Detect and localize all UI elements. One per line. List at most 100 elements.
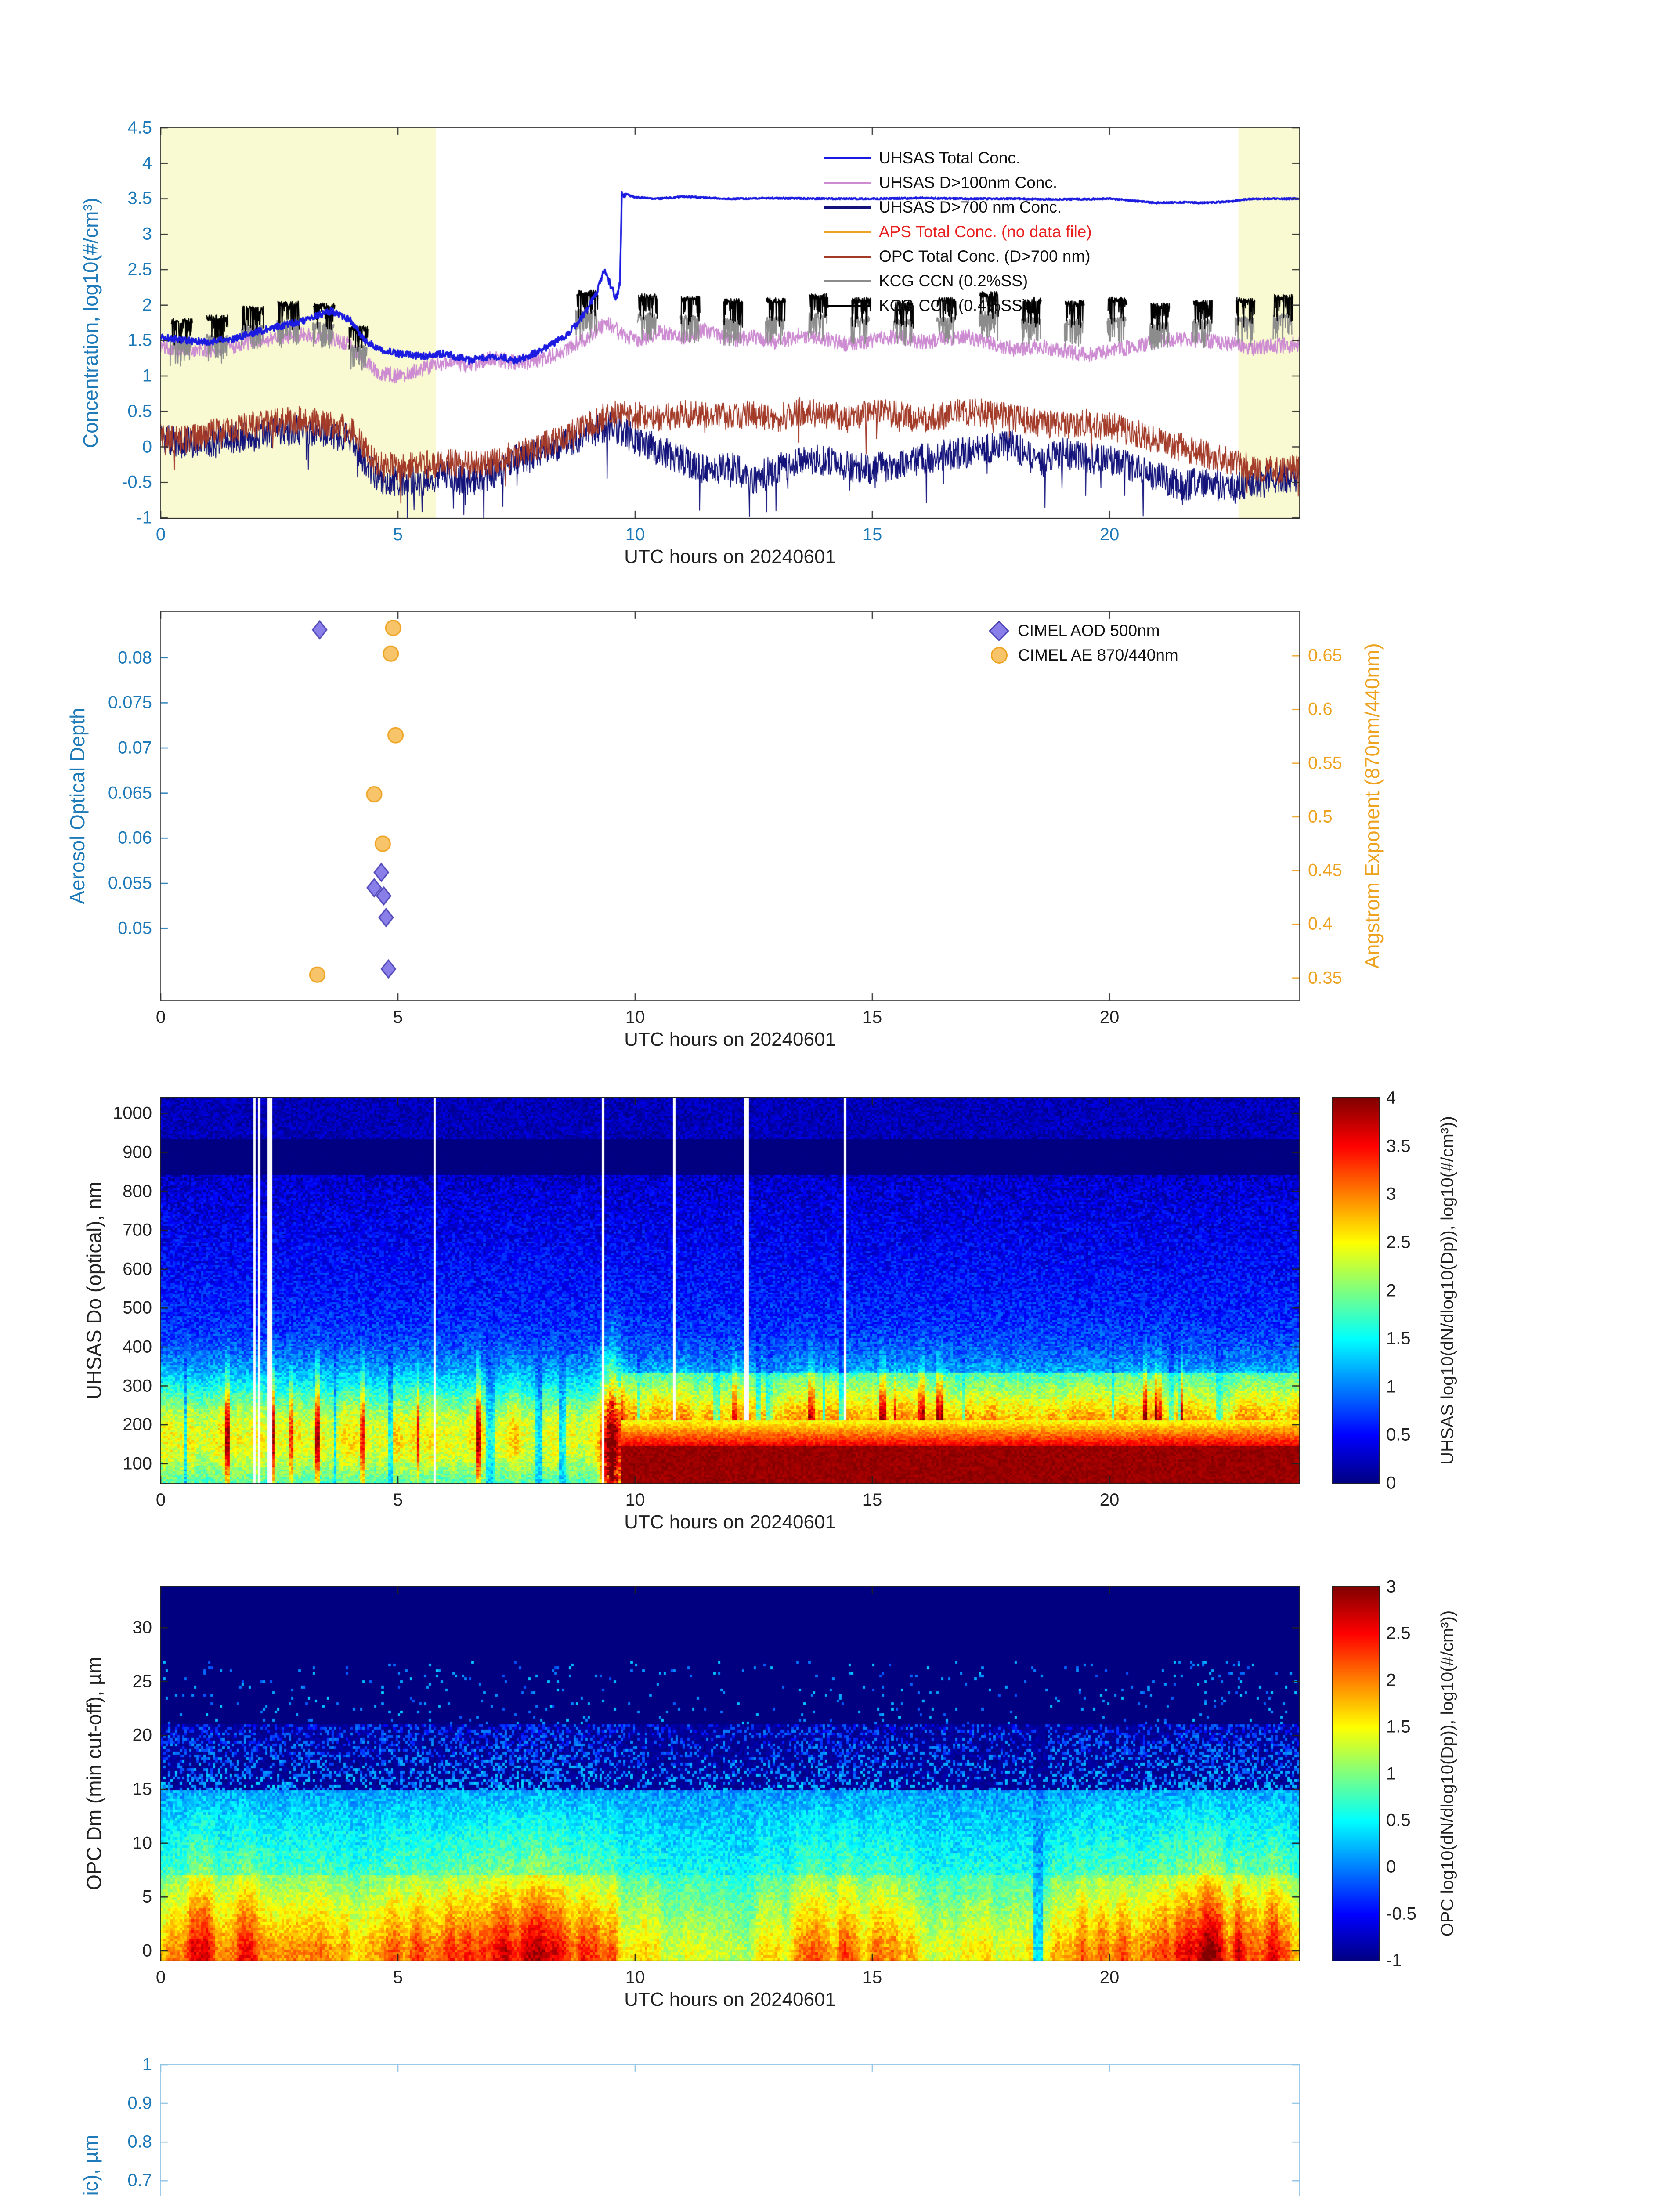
- tick-label: 0.055: [108, 873, 152, 893]
- tick-label: 15: [862, 1008, 882, 1027]
- tick-label: 0.07: [118, 738, 152, 758]
- tick-label: 10: [625, 1490, 645, 1510]
- tick-label: 10: [625, 1008, 645, 1027]
- tick-label: 0: [155, 1490, 166, 1510]
- tick-label: 0.05: [118, 918, 152, 938]
- tick-label: 20: [1099, 1008, 1120, 1027]
- cimel-aod-panel: UTC hours on 20240601 CIMEL AOD 500nm CI…: [108, 611, 1342, 1050]
- tick-label: 0: [1386, 1857, 1396, 1877]
- tick-label: 0.5: [1308, 807, 1333, 827]
- tick-label: 0.5: [127, 401, 152, 421]
- tick-label: 15: [862, 1968, 882, 1987]
- tick-label: 800: [123, 1181, 152, 1201]
- tick-label: 2: [142, 295, 152, 315]
- legend-line-opc: [824, 255, 871, 258]
- tick-label: 3.5: [127, 188, 152, 208]
- opc-colorbar-canvas: [1332, 1586, 1380, 1961]
- tick-label: 600: [123, 1259, 152, 1279]
- tick-label: 1: [142, 2055, 152, 2074]
- uhsas-colorbar-canvas: [1332, 1097, 1380, 1484]
- tick-label: 0.65: [1308, 646, 1342, 665]
- opc-colorbar-label: OPC log10(dN/dlog10(Dp)), log10(#/cm³)): [1438, 1610, 1457, 1937]
- legend: CIMEL AOD 500nm CIMEL AE 870/440nm: [988, 620, 1178, 665]
- tick-label: 0: [155, 525, 166, 544]
- tick-label: 300: [123, 1376, 152, 1396]
- tick-label: 30: [132, 1618, 152, 1637]
- diamond-marker-icon: [989, 620, 1009, 641]
- tick-label: 2: [1386, 1670, 1396, 1690]
- legend-item: OPC Total Conc. (D>700 nm): [824, 246, 1092, 267]
- concentration-y-axis-label: Concentration, log10(#/cm³): [79, 197, 102, 448]
- tick-label: 0.06: [118, 828, 152, 848]
- tick-label: 20: [1099, 525, 1120, 544]
- tick-label: -0.5: [122, 472, 152, 492]
- tick-label: 1: [142, 366, 152, 386]
- angstrom-y-axis-label: Angstrom Exponent (870nm/440nm): [1361, 643, 1384, 969]
- tick-label: 0.6: [1308, 699, 1333, 719]
- tick-label: 3: [1386, 1184, 1396, 1204]
- legend-label: KCG CCN (0.2%SS): [879, 272, 1028, 290]
- legend-line-uhsas-total: [824, 157, 871, 159]
- tick-label: 0.4: [1308, 914, 1333, 934]
- tick-label: 1.5: [127, 330, 152, 350]
- tick-label: 700: [123, 1220, 152, 1240]
- tick-label: 0.08: [118, 648, 152, 668]
- x-axis-label: UTC hours on 20240601: [624, 546, 836, 567]
- legend-label: UHSAS D>700 nm Conc.: [879, 198, 1062, 216]
- tick-label: 0.35: [1308, 968, 1342, 988]
- concentration-timeseries-panel: UTC hours on 20240601 UHSAS Total Conc. …: [122, 118, 1300, 567]
- opc-colorbar: -1 -0.5 0 0.5 1 1.5 2 2.5 3: [1332, 1577, 1416, 1970]
- tick-label: 0: [155, 1008, 166, 1027]
- tick-label: 20: [132, 1725, 152, 1745]
- legend: UHSAS Total Conc. UHSAS D>100nm Conc. UH…: [824, 148, 1092, 316]
- legend-item: UHSAS D>700 nm Conc.: [824, 197, 1092, 217]
- legend-item: CIMEL AE 870/440nm: [988, 645, 1178, 665]
- tick-label: 4: [1386, 1088, 1396, 1108]
- tick-label: 3: [142, 224, 152, 244]
- tick-label: -0.5: [1386, 1904, 1416, 1924]
- x-axis-label: UTC hours on 20240601: [624, 1989, 836, 2010]
- tick-label: 20: [1099, 1490, 1120, 1510]
- uhsas-y-axis-label: UHSAS Do (optical), nm: [83, 1181, 105, 1399]
- tick-label: 15: [862, 1490, 882, 1510]
- tick-label: 900: [123, 1142, 152, 1162]
- tick-label: 0.7: [127, 2171, 152, 2190]
- x-axis-label: UTC hours on 20240601: [624, 1511, 836, 1533]
- x-axis-label: UTC hours on 20240601: [624, 1029, 836, 1050]
- legend-label: KCG CCN (0.4%SS): [879, 296, 1028, 314]
- tick-label: 0: [142, 437, 152, 457]
- tick-label: 5: [393, 525, 403, 544]
- aps-y-axis-label: APS Da (aerodynamic), µm: [79, 2135, 102, 2196]
- legend-item: APS Total Conc. (no data file): [824, 222, 1092, 242]
- legend-label: OPC Total Conc. (D>700 nm): [879, 247, 1091, 265]
- tick-label: 1.5: [1386, 1717, 1411, 1737]
- legend-item: UHSAS D>100nm Conc.: [824, 173, 1092, 193]
- legend-line-uhsas-d100: [824, 181, 871, 184]
- tick-label: 1.5: [1386, 1329, 1411, 1348]
- tick-label: 2.5: [1386, 1232, 1411, 1252]
- tick-label: 0.065: [108, 783, 152, 803]
- tick-label: 2.5: [127, 260, 152, 279]
- legend-label: UHSAS D>100nm Conc.: [879, 173, 1058, 191]
- legend-label: APS Total Conc. (no data file): [879, 223, 1092, 241]
- tick-label: 5: [393, 1008, 403, 1027]
- tick-label: 0: [142, 1941, 152, 1961]
- opc-y-axis-label: OPC Dm (min cut-off), µm: [83, 1657, 105, 1890]
- tick-label: 2.5: [1386, 1623, 1411, 1643]
- legend-item: KCG CCN (0.4%SS): [824, 296, 1092, 316]
- concentration-plot-canvas: [160, 127, 1300, 519]
- tick-label: 0.075: [108, 693, 152, 712]
- tick-label: 1: [1386, 1377, 1396, 1397]
- legend-label: CIMEL AOD 500nm: [1018, 621, 1160, 639]
- tick-label: 5: [393, 1968, 403, 1987]
- tick-label: 0.45: [1308, 860, 1342, 880]
- legend-line-ccn02: [824, 280, 871, 282]
- tick-label: 10: [625, 1968, 645, 1987]
- tick-label: 10: [132, 1833, 152, 1853]
- legend-item: CIMEL AOD 500nm: [988, 620, 1178, 641]
- tick-label: 4.5: [127, 118, 152, 137]
- tick-label: 500: [123, 1298, 152, 1318]
- tick-label: 100: [123, 1454, 152, 1474]
- tick-label: 0: [1386, 1473, 1396, 1493]
